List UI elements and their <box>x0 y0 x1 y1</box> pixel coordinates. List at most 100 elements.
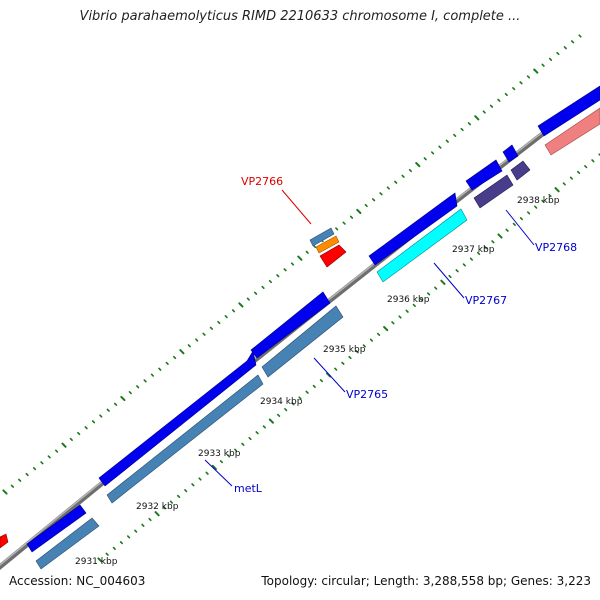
tick-mark <box>376 332 381 337</box>
tick-mark <box>2 489 8 495</box>
gene-label-VP2765[interactable]: VP2765 <box>346 388 388 401</box>
tick-mark <box>569 176 574 180</box>
gene-labels: metL VP2765 VP2767 VP2768 VP2766 <box>234 175 577 495</box>
tick-label-2936: 2936 kbp <box>387 295 430 305</box>
tick-mark <box>105 552 109 556</box>
tick-mark <box>248 436 252 441</box>
tick-mark <box>398 315 402 319</box>
tick-mark <box>169 500 173 504</box>
tick-labels: 2931 kbp 2932 kbp 2933 kbp 2934 kbp 2935… <box>75 196 560 567</box>
tick-mark <box>312 244 317 249</box>
tick-mark <box>598 153 600 157</box>
tick-mark <box>434 286 438 290</box>
tick-mark <box>369 338 374 342</box>
tick-mark <box>394 180 398 184</box>
tick-mark <box>148 517 152 522</box>
tick-mark <box>349 215 354 219</box>
tick-mark <box>448 274 452 279</box>
tick-mark <box>77 431 81 436</box>
tick-mark <box>241 442 245 446</box>
tick-mark <box>474 115 480 121</box>
tick-mark <box>262 425 266 429</box>
tick-mark <box>217 320 221 325</box>
tick-mark <box>291 402 295 406</box>
tick-mark <box>383 326 389 332</box>
tick-mark <box>445 139 449 143</box>
tick-mark <box>219 459 223 464</box>
tick-mark <box>491 240 495 244</box>
tick-mark <box>165 361 169 366</box>
tick-mark <box>261 285 265 290</box>
tick-mark <box>195 338 199 342</box>
tick-mark <box>268 279 273 284</box>
tick-mark <box>127 535 131 539</box>
gene-feature-cds-1[interactable] <box>26 504 100 570</box>
outer-tick-dots <box>2 34 582 495</box>
tick-mark <box>554 187 560 193</box>
tick-mark <box>455 269 459 273</box>
tick-mark <box>162 506 166 510</box>
tick-mark <box>362 344 366 348</box>
tick-mark <box>91 420 96 424</box>
tick-mark <box>150 373 154 377</box>
tick-mark <box>246 297 250 301</box>
tick-mark <box>505 228 509 232</box>
tick-mark <box>202 332 206 336</box>
tick-mark <box>405 309 409 313</box>
tick-mark <box>255 431 259 435</box>
tick-mark <box>512 87 516 91</box>
gene-feature-left-red[interactable] <box>0 533 9 549</box>
tick-mark <box>40 461 44 465</box>
tick-mark <box>504 92 508 97</box>
tick-mark <box>341 361 345 365</box>
tick-mark <box>276 274 280 278</box>
tick-mark <box>419 297 424 302</box>
tick-mark <box>460 127 464 132</box>
tick-mark <box>143 379 147 383</box>
tick-mark <box>440 279 446 285</box>
tick-label-2937: 2937 kbp <box>452 245 495 255</box>
tick-mark <box>541 199 545 203</box>
tick-mark <box>482 110 486 114</box>
gene-feature-VP2767[interactable] <box>368 192 468 283</box>
tick-mark <box>128 390 132 395</box>
tick-mark <box>114 402 118 406</box>
tick-mark <box>284 407 288 412</box>
tick-mark <box>334 367 338 371</box>
tick-mark <box>484 246 488 250</box>
gene-label-VP2768[interactable]: VP2768 <box>535 241 577 254</box>
gene-feature-metL[interactable] <box>98 350 264 504</box>
tick-mark <box>25 472 29 477</box>
tick-label-2932: 2932 kbp <box>136 502 179 512</box>
tick-mark <box>97 557 103 563</box>
tick-mark <box>401 174 405 178</box>
tick-mark <box>497 98 501 102</box>
tick-mark <box>426 292 431 296</box>
gene-label-metL[interactable]: metL <box>234 482 263 495</box>
tick-mark <box>335 227 339 231</box>
gene-label-VP2766[interactable]: VP2766 <box>241 175 283 188</box>
tick-mark <box>54 449 59 453</box>
tick-mark <box>533 68 539 74</box>
tick-mark <box>112 546 116 551</box>
tick-mark <box>430 151 435 155</box>
tick-mark <box>348 355 352 360</box>
tick-label-2935: 2935 kbp <box>323 345 366 355</box>
tick-mark <box>47 455 51 459</box>
gene-feature-VP2765[interactable] <box>250 291 344 378</box>
tick-mark <box>191 483 195 487</box>
gene-feature-right-cds[interactable] <box>537 85 600 156</box>
gene-feature-VP2768[interactable] <box>465 144 531 209</box>
gene-label-VP2767[interactable]: VP2767 <box>465 294 507 307</box>
tick-mark <box>556 51 560 56</box>
topology-summary: Topology: circular; Length: 3,288,558 bp… <box>261 574 591 588</box>
tick-mark <box>120 395 126 402</box>
gene-feature-VP2766[interactable] <box>309 227 347 268</box>
tick-mark <box>519 217 524 221</box>
tick-mark <box>379 192 383 196</box>
tick-mark <box>541 63 545 67</box>
tick-mark <box>563 46 567 50</box>
tick-mark <box>276 413 281 418</box>
